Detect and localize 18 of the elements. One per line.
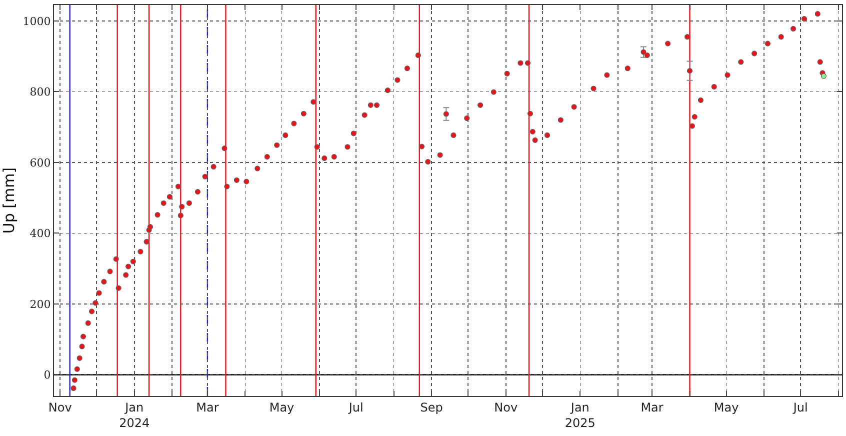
y-tick-label: 200 xyxy=(30,298,51,311)
x-tick-label: Nov xyxy=(494,400,518,414)
x-tick-label: May xyxy=(269,400,294,414)
y-tick-label: 800 xyxy=(30,86,51,99)
x-tick-label: Jan 2024 xyxy=(119,400,150,430)
x-tick-label: Nov xyxy=(48,400,72,414)
x-tick-label: Jul xyxy=(792,400,808,414)
y-tick-label: 0 xyxy=(44,368,51,382)
x-tick-label: Mar xyxy=(640,400,664,414)
x-tick-label: May xyxy=(714,400,739,414)
y-tick-label: 600 xyxy=(30,156,51,170)
y-tick-label: 1000 xyxy=(22,14,51,28)
x-tick-label: Sep xyxy=(420,400,443,414)
x-tick-label: Jul xyxy=(348,400,364,414)
x-tick-label: Mar xyxy=(196,400,219,414)
x-tick-label: Jan 2025 xyxy=(564,400,596,430)
y-axis-title: Up [mm] xyxy=(0,167,18,234)
y-tick-label: 400 xyxy=(30,227,51,240)
